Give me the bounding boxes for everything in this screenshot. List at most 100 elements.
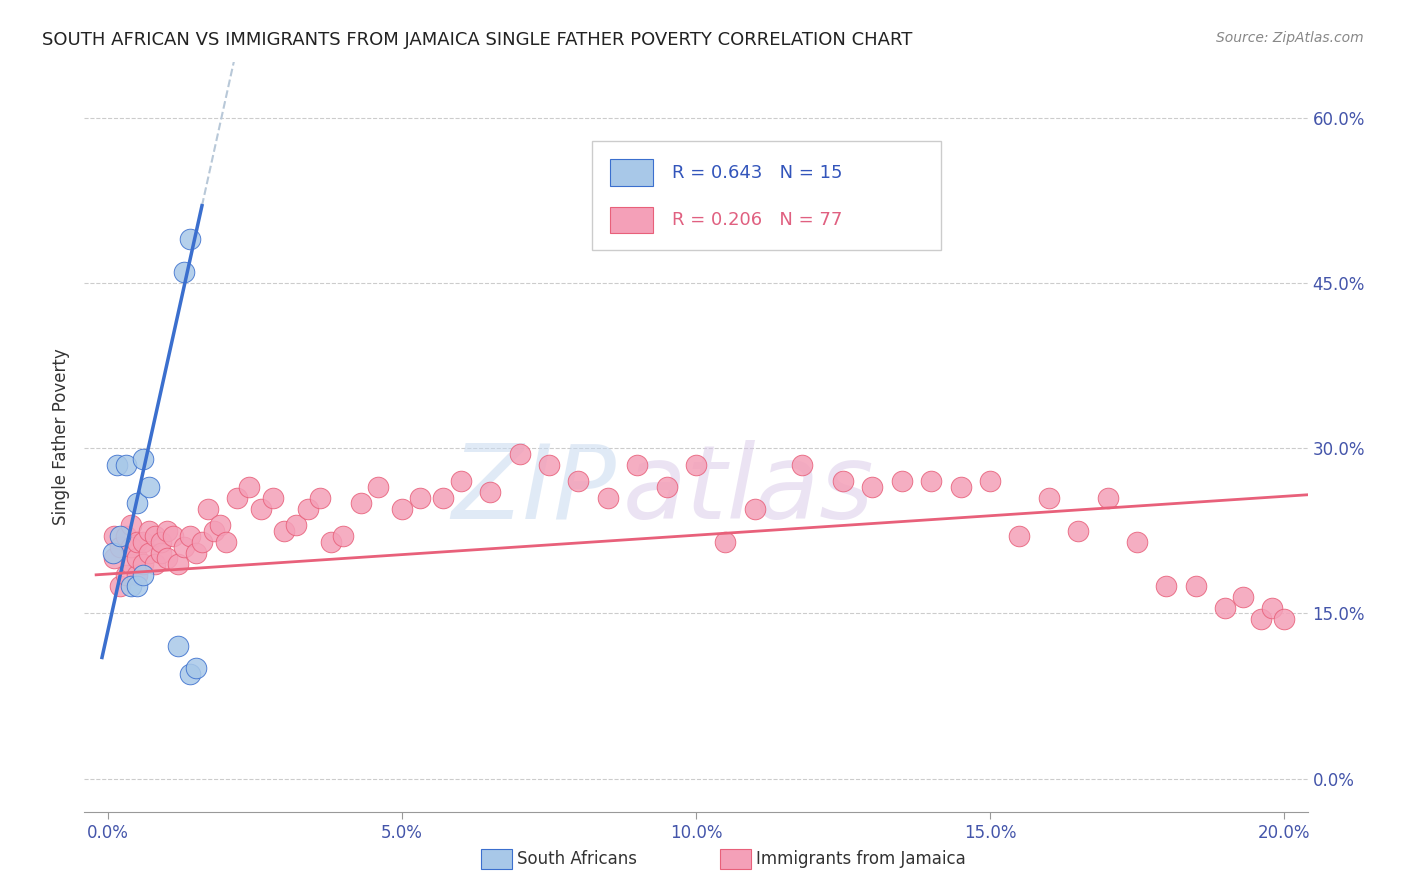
Point: [332, 529, 354, 543]
Point: [127, 551, 149, 566]
Point: [321, 534, 343, 549]
Point: [1185, 579, 1208, 593]
Point: [197, 501, 219, 516]
Point: [1067, 524, 1090, 538]
Point: [450, 474, 472, 488]
Point: [162, 529, 184, 543]
Point: [273, 524, 295, 538]
Point: [105, 458, 128, 472]
Point: [790, 458, 813, 472]
Point: [949, 480, 972, 494]
Point: [127, 579, 149, 593]
Point: [432, 491, 454, 505]
Text: atlas: atlas: [623, 440, 875, 540]
Point: [108, 529, 131, 543]
Point: [138, 524, 160, 538]
Point: [685, 458, 707, 472]
Point: [108, 579, 131, 593]
Point: [1232, 590, 1254, 604]
Point: [596, 491, 619, 505]
Point: [156, 524, 179, 538]
Text: SOUTH AFRICAN VS IMMIGRANTS FROM JAMAICA SINGLE FATHER POVERTY CORRELATION CHART: SOUTH AFRICAN VS IMMIGRANTS FROM JAMAICA…: [42, 31, 912, 49]
Point: [156, 551, 179, 566]
Point: [114, 458, 136, 472]
FancyBboxPatch shape: [610, 160, 654, 186]
Point: [1272, 612, 1295, 626]
Point: [143, 557, 166, 571]
Point: [202, 524, 225, 538]
Point: [626, 458, 648, 472]
Point: [1156, 579, 1178, 593]
Point: [167, 640, 190, 654]
Point: [249, 501, 271, 516]
Point: [103, 551, 125, 566]
Text: R = 0.643   N = 15: R = 0.643 N = 15: [672, 163, 842, 182]
Point: [479, 485, 502, 500]
Point: [297, 501, 319, 516]
FancyBboxPatch shape: [610, 207, 654, 233]
Point: [979, 474, 1001, 488]
Point: [920, 474, 942, 488]
Point: [132, 567, 155, 582]
Text: ZIP: ZIP: [451, 440, 616, 540]
Point: [184, 661, 207, 675]
Point: [391, 501, 413, 516]
Point: [108, 541, 131, 555]
Point: [1126, 534, 1149, 549]
FancyBboxPatch shape: [592, 141, 941, 250]
Text: Source: ZipAtlas.com: Source: ZipAtlas.com: [1216, 31, 1364, 45]
Point: [509, 447, 531, 461]
Text: South Africans: South Africans: [517, 850, 637, 868]
Point: [1261, 600, 1284, 615]
Point: [132, 534, 155, 549]
Point: [132, 452, 155, 467]
Point: [120, 541, 142, 555]
Point: [214, 534, 236, 549]
Point: [179, 667, 201, 681]
Point: [408, 491, 430, 505]
Point: [1097, 491, 1119, 505]
Point: [860, 480, 883, 494]
Point: [103, 529, 125, 543]
Point: [308, 491, 330, 505]
Point: [120, 557, 142, 571]
Point: [149, 534, 172, 549]
Point: [127, 567, 149, 582]
Point: [173, 541, 195, 555]
Point: [744, 501, 766, 516]
Point: [208, 518, 231, 533]
Point: [173, 265, 195, 279]
Point: [285, 518, 308, 533]
Point: [567, 474, 589, 488]
Point: [120, 579, 142, 593]
Point: [179, 232, 201, 246]
Point: [101, 546, 124, 560]
Point: [1038, 491, 1060, 505]
Point: [149, 546, 172, 560]
Point: [1008, 529, 1031, 543]
Point: [350, 496, 373, 510]
Point: [890, 474, 912, 488]
Point: [138, 480, 160, 494]
Point: [143, 529, 166, 543]
Point: [114, 529, 136, 543]
Point: [1213, 600, 1236, 615]
Y-axis label: Single Father Poverty: Single Father Poverty: [52, 349, 70, 525]
Point: [191, 534, 214, 549]
Point: [832, 474, 855, 488]
Point: [367, 480, 389, 494]
Point: [138, 546, 160, 560]
Point: [226, 491, 249, 505]
Point: [132, 557, 155, 571]
Text: R = 0.206   N = 77: R = 0.206 N = 77: [672, 211, 842, 228]
Point: [167, 557, 190, 571]
Point: [127, 496, 149, 510]
Point: [537, 458, 560, 472]
Point: [238, 480, 260, 494]
Point: [262, 491, 284, 505]
Point: [655, 480, 678, 494]
Text: Immigrants from Jamaica: Immigrants from Jamaica: [756, 850, 966, 868]
Point: [127, 534, 149, 549]
Point: [114, 567, 136, 582]
Point: [179, 529, 201, 543]
